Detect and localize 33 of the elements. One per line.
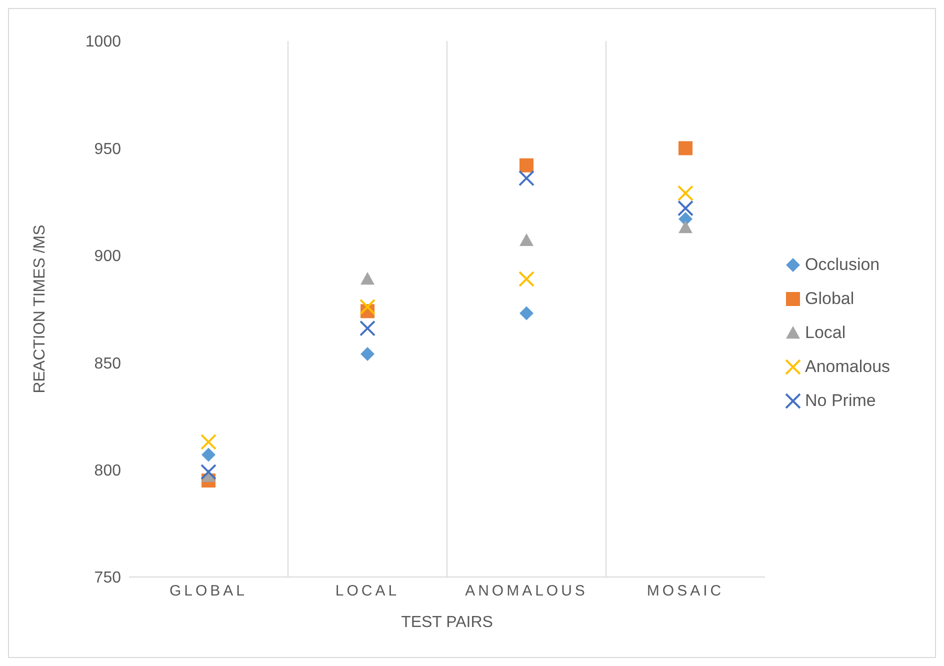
x-axis-title: TEST PAIRS: [401, 614, 493, 631]
x-tick-label: LOCAL: [335, 582, 400, 600]
point: [360, 272, 374, 285]
legend-label: Global: [805, 289, 854, 309]
y-tick-label: 900: [94, 248, 122, 266]
x-tick-label: MOSAIC: [646, 582, 724, 600]
point: [200, 464, 216, 480]
x-tick-label: GLOBAL: [169, 582, 248, 600]
point: [518, 170, 534, 186]
legend-label: Occlusion: [805, 255, 880, 275]
point: [360, 298, 376, 315]
x-tick-label: ANOMALOUS: [465, 582, 588, 600]
point: [678, 185, 694, 202]
y-tick-label: 1000: [85, 34, 122, 51]
legend-label: Anomalous: [805, 357, 890, 377]
point: [520, 233, 534, 246]
legend-label: No Prime: [805, 391, 876, 411]
y-tick-label: 950: [94, 140, 122, 158]
y-tick-label: 850: [94, 355, 122, 372]
point: [678, 141, 692, 156]
point: [360, 320, 376, 336]
point: [520, 158, 534, 172]
point: [520, 306, 534, 320]
y-tick-label: 800: [94, 462, 122, 480]
point: [678, 200, 694, 216]
point: [518, 270, 534, 287]
y-tick-label: 750: [94, 570, 122, 587]
point: [202, 448, 216, 462]
legend-label: Local: [805, 323, 846, 343]
y-axis-title: REACTION TIMES /MS: [32, 224, 49, 394]
point: [200, 434, 216, 450]
point: [678, 220, 692, 234]
point: [360, 347, 374, 362]
